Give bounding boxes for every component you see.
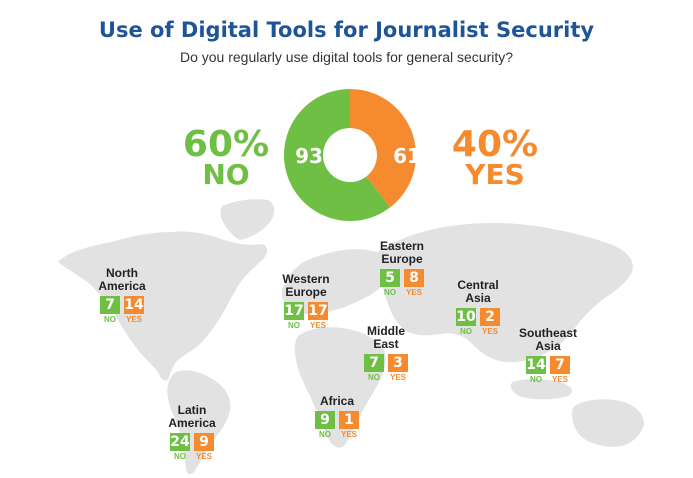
donut-slice-yes bbox=[350, 89, 417, 208]
region-no-label: NO bbox=[368, 373, 380, 382]
region-no-value: 7 bbox=[364, 354, 384, 372]
region-yes-value: 7 bbox=[550, 356, 570, 374]
map-australia bbox=[572, 399, 644, 447]
region-yes-value: 3 bbox=[388, 354, 408, 372]
map-europe bbox=[282, 249, 396, 314]
region-no-label: NO bbox=[530, 375, 542, 384]
region-name: Latin America bbox=[168, 403, 216, 430]
map-africa bbox=[294, 327, 386, 448]
region-no-value: 7 bbox=[100, 296, 120, 314]
region-yes-value: 14 bbox=[124, 296, 144, 314]
map-south-america bbox=[167, 370, 231, 475]
region-no-label: NO bbox=[288, 321, 300, 330]
region-eastern-europe: Eastern Europe 5 NO 8 YES bbox=[357, 240, 447, 298]
region-north-america: North America 7 NO 14 YES bbox=[77, 267, 167, 325]
region-yes-label: YES bbox=[195, 452, 212, 461]
region-western-europe: Western Europe 17 NO 17 YES bbox=[261, 273, 351, 331]
region-africa: Africa 9 NO 1 YES bbox=[292, 395, 382, 440]
region-name: Africa bbox=[319, 394, 354, 408]
region-yes-value: 17 bbox=[308, 302, 328, 320]
region-name: Eastern Europe bbox=[379, 239, 425, 266]
region-yes-label: YES bbox=[389, 373, 406, 382]
region-yes-label: YES bbox=[125, 315, 142, 324]
region-no-value: 5 bbox=[380, 269, 400, 287]
map-north-america bbox=[58, 231, 268, 381]
region-no-label: NO bbox=[319, 430, 331, 439]
region-yes-value: 9 bbox=[194, 433, 214, 451]
region-no-value: 9 bbox=[315, 411, 335, 429]
region-southeast-asia: Southeast Asia 14 NO 7 YES bbox=[503, 327, 593, 385]
slice-value-no: 93 bbox=[295, 144, 323, 168]
region-no-value: 10 bbox=[456, 308, 476, 326]
region-middle-east: Middle East 7 NO 3 YES bbox=[341, 325, 431, 383]
region-no-value: 24 bbox=[170, 433, 190, 451]
region-name: Southeast Asia bbox=[518, 326, 577, 353]
yes-label: YES bbox=[465, 158, 525, 191]
region-name: Middle East bbox=[367, 324, 405, 351]
map-greenland bbox=[220, 199, 275, 240]
region-name: Western Europe bbox=[282, 272, 330, 299]
region-yes-value: 1 bbox=[339, 411, 359, 429]
region-central-asia: Central Asia 10 NO 2 YES bbox=[433, 279, 523, 337]
region-no-label: NO bbox=[460, 327, 472, 336]
map-indonesia bbox=[510, 379, 573, 400]
no-label: NO bbox=[202, 158, 250, 191]
donut-slice-no bbox=[284, 88, 391, 221]
region-name: North America bbox=[98, 266, 146, 293]
region-yes-value: 2 bbox=[480, 308, 500, 326]
chart-title: Use of Digital Tools for Journalist Secu… bbox=[98, 18, 595, 42]
region-no-value: 14 bbox=[526, 356, 546, 374]
region-no-label: NO bbox=[104, 315, 116, 324]
map-asia bbox=[376, 223, 633, 363]
region-yes-label: YES bbox=[340, 430, 357, 439]
region-no-value: 17 bbox=[284, 302, 304, 320]
region-no-label: NO bbox=[174, 452, 186, 461]
no-percent: 60% bbox=[182, 124, 270, 165]
region-yes-label: YES bbox=[551, 375, 568, 384]
region-yes-label: YES bbox=[481, 327, 498, 336]
chart-subtitle: Do you regularly use digital tools for g… bbox=[179, 49, 514, 65]
yes-percent: 40% bbox=[451, 124, 539, 165]
region-latin-america: Latin America 24 NO 9 YES bbox=[147, 404, 237, 462]
region-yes-value: 8 bbox=[404, 269, 424, 287]
region-yes-label: YES bbox=[309, 321, 326, 330]
slice-value-yes: 61 bbox=[393, 144, 421, 168]
region-no-label: NO bbox=[384, 288, 396, 297]
region-name: Central Asia bbox=[457, 278, 499, 305]
region-yes-label: YES bbox=[405, 288, 422, 297]
